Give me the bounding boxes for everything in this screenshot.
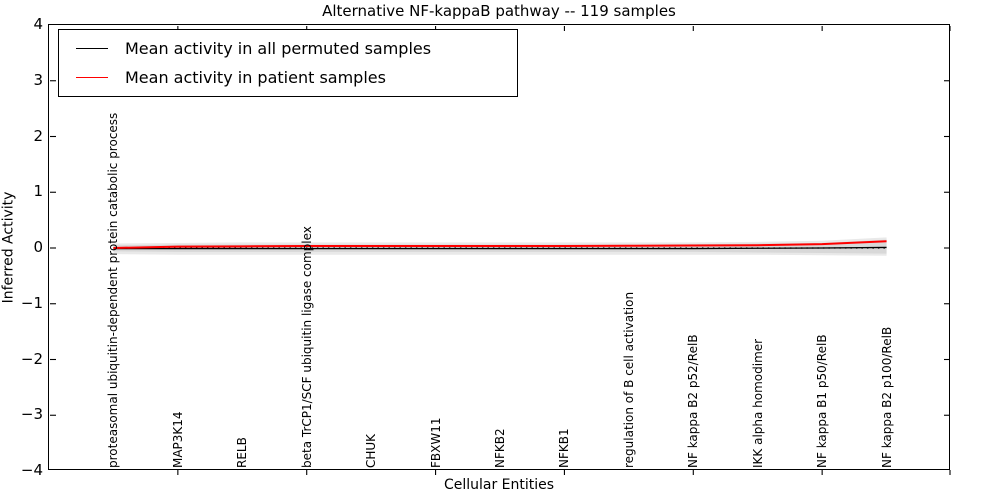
y-tick-label: −4 (20, 461, 43, 479)
x-axis-title: Cellular Entities (443, 477, 555, 493)
y-tick-label: 1 (33, 182, 43, 201)
x-tick-label: MAP3K14 (170, 411, 185, 468)
y-tick-label: −2 (20, 349, 43, 368)
y-tick-label: 3 (33, 70, 43, 89)
y-tick-label: 2 (33, 126, 43, 145)
legend-line-sample-icon (76, 77, 108, 78)
legend-item: Mean activity in all permuted samples (76, 39, 517, 58)
legend-line-sample-icon (76, 48, 108, 49)
y-tick-label: 4 (33, 15, 43, 33)
x-tick-label: CHUK (364, 433, 379, 468)
plot-area: proteasomal ubiquitin-dependent protein … (48, 24, 951, 475)
chart-canvas (50, 26, 951, 475)
x-tick-label: FBXW11 (428, 417, 443, 469)
x-tick-label: NF kappa B2 p100/RelB (879, 326, 894, 468)
legend-item: Mean activity in patient samples (76, 68, 517, 87)
series-line-permuted (113, 246, 887, 250)
legend-item-label: Mean activity in all permuted samples (125, 39, 432, 58)
y-tick-label: 0 (33, 238, 43, 256)
x-tick-label: proteasomal ubiquitin-dependent protein … (106, 112, 121, 468)
y-tick-label: −3 (20, 405, 43, 424)
y-tick-label: −1 (20, 293, 43, 312)
x-tick-label: RELB (235, 437, 250, 468)
series-line-patient (113, 240, 887, 249)
x-tick-label: NF kappa B1 p50/RelB (815, 334, 830, 468)
x-tick-label: NF kappa B2 p52/RelB (686, 334, 701, 468)
x-tick-label: regulation of B cell activation (621, 291, 636, 468)
legend-item-label: Mean activity in patient samples (125, 68, 386, 87)
x-tick-label: IKK alpha homodimer (750, 338, 765, 468)
x-tick-label: NFKB1 (557, 428, 572, 468)
legend: Mean activity in all permuted samples Mea… (58, 29, 518, 97)
y-axis-title: Inferred Activity (0, 191, 17, 304)
x-tick-label: NFKB2 (493, 428, 507, 468)
chart-title: Alternative NF-kappaB pathway -- 119 sam… (322, 2, 676, 20)
x-tick-label: beta TrCP1/SCF ubiquitin ligase complex (299, 226, 314, 468)
